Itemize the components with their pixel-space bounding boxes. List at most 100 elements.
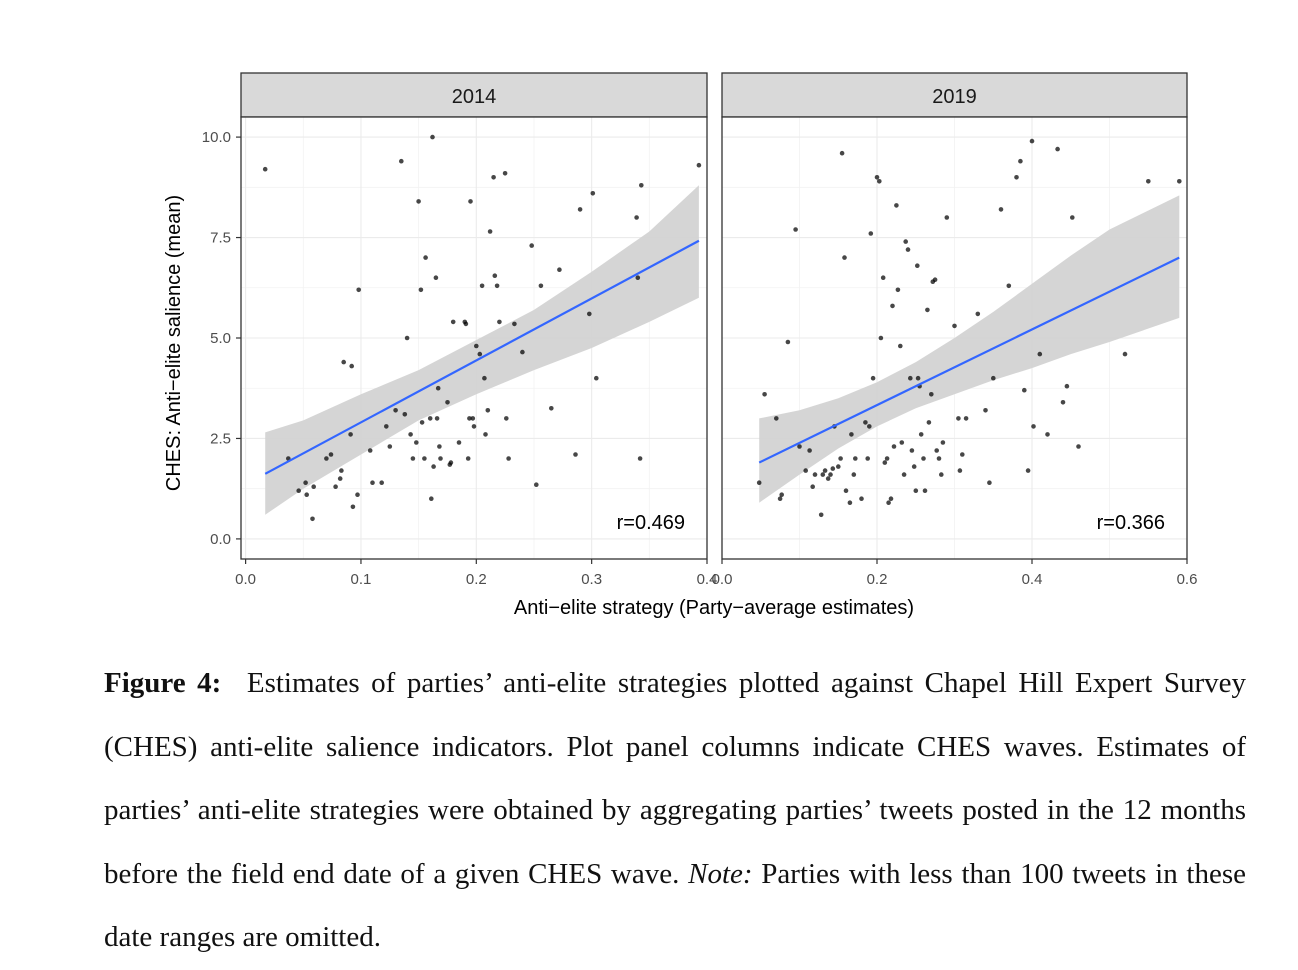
scatter-point — [333, 484, 338, 490]
scatter-point — [435, 385, 441, 391]
regression-line — [758, 256, 1180, 464]
faceted-scatter-figure: CHES: Anti−elite salience (mean) 0.0 2.5 5… — [163, 72, 1198, 619]
figure-caption: Figure 4: Estimates of parties’ anti-eli… — [104, 652, 1246, 970]
scatter-point — [925, 307, 930, 313]
scatter-point — [960, 452, 965, 457]
scatter-point — [404, 335, 410, 341]
scatter-point — [756, 480, 762, 486]
scatter-point — [863, 420, 868, 425]
scatter-point — [463, 321, 469, 327]
scatter-point — [874, 175, 880, 180]
scatter-point — [410, 456, 416, 461]
caption-text: Estimates of parties’ anti-elite strateg… — [104, 667, 1246, 890]
scatter-point — [456, 440, 462, 445]
scatter-point — [877, 179, 882, 184]
scatter-point — [901, 472, 907, 477]
scatter-point — [348, 432, 353, 437]
scatter-point — [1070, 215, 1075, 220]
scatter-point — [903, 239, 908, 244]
scatter-point — [853, 456, 858, 461]
scatter-point — [911, 464, 917, 469]
scatter-point — [940, 440, 946, 445]
scatter-point — [349, 363, 355, 369]
scatter-point — [431, 464, 436, 469]
scatter-point — [1006, 283, 1012, 289]
scatter-point — [427, 416, 433, 421]
scatter-point — [422, 456, 427, 461]
facet-strip-label: 2014 — [452, 86, 497, 108]
panel-2014: 2014 r=0.469 0.0 0.1 0.2 0.3 0.4 — [235, 72, 718, 588]
scatter-point — [520, 349, 525, 355]
scatter-point — [450, 319, 456, 325]
scatter-point — [494, 283, 500, 289]
scatter-point — [1014, 175, 1019, 180]
scatter-point — [587, 311, 592, 317]
scatter-point — [785, 339, 791, 345]
scatter-point — [1037, 351, 1043, 357]
x-tick-label: 0.3 — [581, 571, 602, 588]
correlation-label: r=0.366 — [1097, 512, 1165, 534]
scatter-point — [414, 440, 419, 445]
scatter-point — [438, 456, 443, 461]
scatter-point — [296, 488, 302, 494]
scatter-point — [991, 375, 996, 381]
y-tick-label: 0.0 — [210, 531, 231, 548]
scatter-point — [487, 229, 493, 234]
scatter-point — [384, 424, 389, 429]
scatter-point — [429, 496, 434, 502]
scatter-point — [956, 416, 961, 421]
scatter-point — [465, 456, 471, 461]
scatter-point — [341, 359, 347, 365]
x-tick-label: 0.1 — [351, 571, 372, 588]
facet-strip — [721, 72, 1188, 118]
regression-line — [264, 239, 700, 475]
facet-strip-label: 2019 — [932, 86, 977, 108]
scatter-point — [998, 207, 1004, 212]
scatter-point — [818, 512, 824, 518]
scatter-point — [890, 303, 895, 309]
scatter-point — [762, 392, 767, 397]
scatter-point — [639, 183, 644, 188]
scatter-point — [356, 287, 362, 293]
y-tick-label: 2.5 — [210, 430, 231, 447]
scatter-point — [878, 335, 884, 341]
scatter-point — [324, 456, 329, 461]
scatter-point — [635, 275, 641, 281]
scatter-point — [512, 321, 517, 327]
scatter-point — [957, 468, 963, 473]
x-tick-label: 0.6 — [1177, 571, 1198, 588]
caption-label: Figure 4: — [104, 667, 222, 699]
scatter-point — [594, 375, 599, 381]
scatter-point — [448, 460, 454, 465]
panel-border — [721, 116, 1188, 560]
scatter-point — [952, 323, 957, 329]
confidence-band — [759, 195, 1180, 503]
scatter-point — [304, 492, 310, 498]
scatter-point — [847, 500, 853, 506]
scatter-point — [820, 472, 826, 477]
scatter-point — [557, 267, 562, 273]
scatter-point — [491, 175, 496, 180]
scatter-point — [387, 444, 393, 449]
x-tick-label: 0.2 — [466, 571, 487, 588]
scatter-point — [886, 500, 891, 506]
y-axis-title: CHES: Anti−elite salience (mean) — [163, 195, 185, 491]
scatter-point — [379, 480, 385, 486]
scatter-point — [929, 392, 934, 397]
scatter-point — [1064, 383, 1070, 389]
scatter-point — [828, 472, 833, 477]
scatter-point — [634, 215, 639, 220]
scatter-point — [1029, 138, 1035, 144]
scatter-point — [898, 343, 903, 349]
scatter-point — [810, 484, 815, 490]
scatter-point — [483, 432, 488, 437]
scatter-point — [470, 416, 476, 421]
scatter-point — [983, 408, 988, 413]
scatter-point — [577, 207, 583, 212]
scatter-point — [303, 480, 308, 486]
x-tick-label: 0.4 — [697, 571, 718, 588]
scatter-point — [939, 472, 944, 477]
scatter-point — [328, 452, 334, 457]
scatter-point — [842, 255, 847, 260]
scatter-point — [888, 496, 894, 502]
